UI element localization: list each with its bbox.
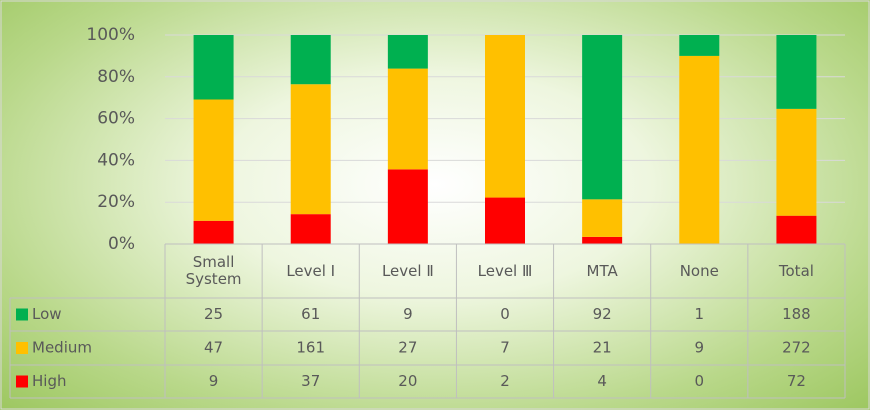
x-tick-label: None (651, 244, 748, 298)
table-value: 47 (204, 339, 223, 357)
table-value: 2 (500, 372, 510, 390)
table-value: 4 (597, 372, 607, 390)
bar-segment (582, 199, 623, 237)
legend-key (16, 308, 28, 321)
bar-segment (776, 215, 817, 244)
table-value: 0 (500, 305, 510, 323)
bar-segment (193, 220, 234, 244)
bar-segment (485, 197, 525, 244)
bar-segment (387, 169, 428, 244)
table-value: 20 (398, 372, 417, 390)
table-value: 9 (403, 305, 413, 323)
table-value: 188 (782, 305, 811, 323)
bar-segment (582, 35, 623, 200)
bar-segment (776, 35, 817, 109)
table-value: 92 (593, 305, 612, 323)
y-tick-label: 20% (97, 192, 135, 212)
table-value: 9 (695, 339, 705, 357)
bar-segment (193, 99, 234, 221)
table-value: 272 (782, 339, 811, 357)
legend-label: High (32, 372, 66, 390)
table-value: 27 (398, 339, 417, 357)
legend-key (16, 375, 28, 388)
bar-segment (387, 68, 428, 170)
y-tick-label: 100% (86, 25, 135, 45)
table-value: 37 (301, 372, 320, 390)
bar-segment (679, 55, 720, 245)
x-tick-label: Level Ⅱ (359, 244, 456, 298)
bar-segment (485, 35, 525, 198)
table-value: 1 (695, 305, 705, 323)
legend-label: Medium (32, 339, 92, 357)
table-value: 72 (787, 372, 806, 390)
table-value: 161 (296, 339, 325, 357)
bar-segment (776, 108, 817, 216)
y-tick-label: 60% (97, 109, 135, 129)
legend-label: Low (32, 305, 62, 323)
y-tick-label: 0% (108, 234, 135, 254)
bar-segment (290, 35, 331, 85)
table-value: 0 (695, 372, 705, 390)
y-tick-label: 40% (97, 150, 135, 170)
category: None (679, 261, 719, 280)
category: Small System (185, 253, 242, 288)
bar-segment (679, 35, 720, 56)
x-tick-label: MTA (554, 244, 651, 298)
bar-segment (193, 35, 234, 100)
category: Total (778, 261, 814, 280)
table-value: 7 (500, 339, 510, 357)
bar-segment (387, 35, 428, 69)
x-tick-label: Level Ⅰ (262, 244, 359, 298)
x-tick-label: Total (748, 244, 845, 298)
y-tick-label: 80% (97, 67, 135, 87)
category: Level Ⅰ (286, 261, 336, 280)
bar-segment (582, 236, 623, 244)
table-value: 21 (593, 339, 612, 357)
category: Level Ⅲ (477, 261, 533, 280)
bar-segment (290, 214, 331, 244)
x-tick-label: Level Ⅲ (456, 244, 553, 298)
x-tick-label: Small System (165, 244, 262, 298)
legend-key (16, 342, 28, 354)
category: MTA (586, 261, 618, 280)
table-value: 25 (204, 305, 223, 323)
bar-segment (290, 84, 331, 215)
table-value: 9 (209, 372, 219, 390)
category: Level Ⅱ (381, 261, 434, 280)
table-value: 61 (301, 305, 320, 323)
